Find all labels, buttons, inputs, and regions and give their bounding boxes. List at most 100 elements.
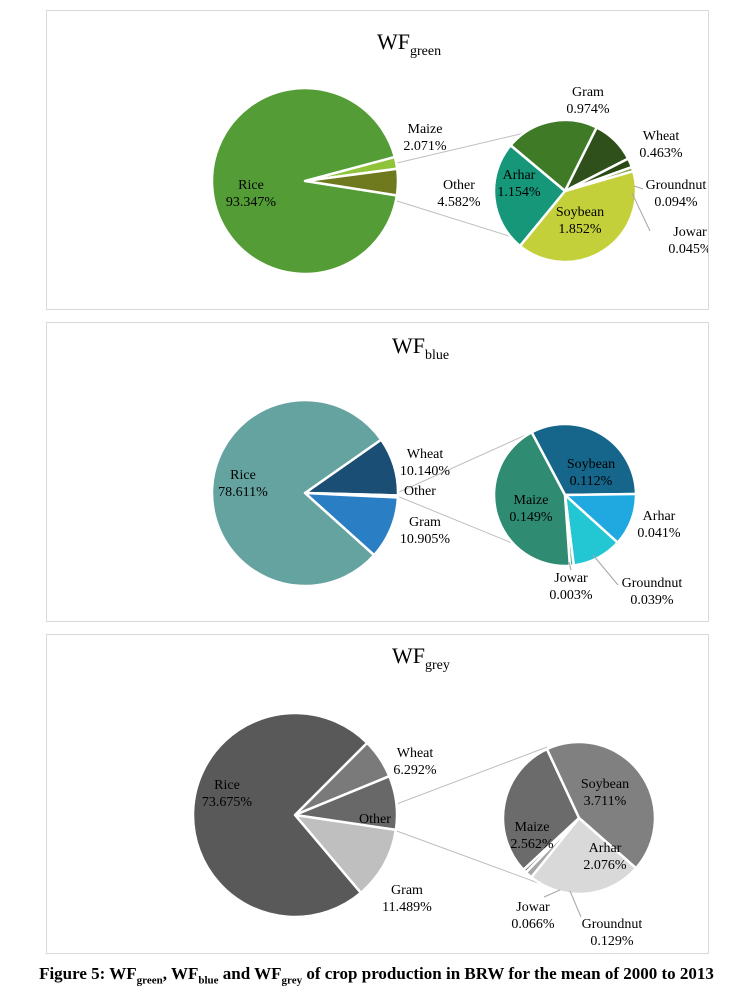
- slice-percent: 0.149%: [509, 510, 553, 525]
- secondary-label-jowar: Jowar 0.045%: [668, 225, 708, 257]
- secondary-label-soybean: Soybean 1.852%: [556, 205, 604, 237]
- slice-name: Wheat: [407, 447, 444, 462]
- leader-line-jowar: [543, 889, 561, 898]
- leader-line-jowar: [631, 192, 651, 232]
- wf-blue-pie-of-pie: WFblue Rice 78.611% Wheat 10.140% Other Gram 10…: [210, 333, 683, 608]
- slice-percent: 0.003%: [549, 588, 593, 603]
- slice-name: Maize: [408, 122, 443, 137]
- slice-name: Maize: [514, 493, 549, 508]
- slice-percent: 1.852%: [558, 222, 602, 237]
- slice-percent: 2.562%: [510, 837, 554, 852]
- secondary-slice-soybean: [530, 422, 638, 497]
- wf-blue-chart-panel: WFblue Rice 78.611% Wheat 10.140% Other Gram 10…: [46, 322, 709, 622]
- slice-percent: 0.112%: [570, 474, 613, 489]
- slice-percent: 93.347%: [226, 195, 277, 210]
- slice-percent: 0.129%: [590, 934, 634, 949]
- slice-name: Maize: [515, 820, 550, 835]
- leader-line-groundnut: [592, 554, 619, 586]
- secondary-label-arhar: Arhar 0.041%: [637, 509, 681, 541]
- caption-subscript: grey: [281, 974, 303, 987]
- secondary-label-arhar: Arhar 1.154%: [497, 168, 541, 200]
- slice-percent: 0.066%: [511, 917, 555, 932]
- slice-percent: 10.140%: [400, 464, 451, 479]
- slice-name: Gram: [572, 85, 604, 100]
- primary-label-rice: Rice 73.675%: [202, 778, 253, 810]
- slice-name: Jowar: [516, 900, 550, 915]
- chart-title-main: WF: [377, 29, 410, 54]
- secondary-label-groundnut: Groundnut 0.039%: [622, 576, 683, 608]
- primary-label-other: Other: [359, 812, 391, 827]
- slice-percent: 2.071%: [403, 139, 447, 154]
- pie-slice-rice: [191, 711, 369, 919]
- wf-green-chart-panel: WFgreen Rice 93.347% Maize 2.071% Other 4.582%…: [46, 10, 709, 310]
- primary-label-gram: Gram 10.905%: [400, 515, 451, 547]
- wf-grey-pie-of-pie: WFgrey Rice 73.675% Wheat 6.292% Other Gram 11.…: [191, 643, 657, 949]
- figure-caption: Figure 5: WFgreen, WFblue and WFgrey of …: [0, 964, 753, 986]
- slice-name: Other: [359, 812, 391, 827]
- secondary-label-maize: Maize 0.149%: [509, 493, 553, 525]
- slice-name: Arhar: [503, 168, 536, 183]
- secondary-slice-arhar: [530, 816, 638, 896]
- pie-slice-gram: [293, 813, 398, 895]
- connector-line: [393, 829, 553, 889]
- slice-name: Wheat: [397, 746, 434, 761]
- chart-title-subscript: green: [410, 44, 441, 59]
- leader-line-groundnut: [633, 185, 644, 190]
- slice-percent: 10.905%: [400, 532, 451, 547]
- connector-line: [396, 428, 540, 494]
- slice-name: Rice: [230, 468, 256, 483]
- slice-percent: 11.489%: [382, 900, 432, 915]
- caption-segment: of crop production in BRW for the mean o…: [302, 964, 714, 983]
- primary-label-other: Other: [404, 484, 436, 499]
- slice-percent: 73.675%: [202, 795, 253, 810]
- chart-title-main: WF: [392, 333, 425, 358]
- secondary-slice-soybean: [545, 740, 657, 870]
- slice-name: Soybean: [556, 205, 604, 220]
- chart-title: WFgreen: [377, 29, 441, 59]
- slice-name: Gram: [391, 883, 423, 898]
- secondary-label-soybean: Soybean 3.711%: [581, 777, 629, 809]
- secondary-label-maize: Maize 2.562%: [510, 820, 554, 852]
- slice-percent: 6.292%: [393, 763, 437, 778]
- secondary-label-wheat: Wheat 0.463%: [639, 129, 683, 161]
- wf-grey-chart-panel: WFgrey Rice 73.675% Wheat 6.292% Other Gram 11.…: [46, 634, 709, 954]
- secondary-label-arhar: Arhar 2.076%: [583, 841, 627, 873]
- figure-caption-text: Figure 5: WFgreen, WFblue and WFgrey of …: [39, 964, 714, 987]
- slice-percent: 0.045%: [668, 242, 708, 257]
- slice-name: Groundnut: [622, 576, 683, 591]
- slice-percent: 3.711%: [584, 794, 627, 809]
- slice-name: Jowar: [673, 225, 707, 240]
- connector-line: [396, 129, 538, 164]
- pie-slice-rice: [210, 86, 399, 276]
- caption-subscript: blue: [198, 974, 219, 987]
- pie-slice-rice: [210, 398, 383, 588]
- leader-line-groundnut: [569, 890, 582, 918]
- chart-title-subscript: grey: [425, 658, 450, 673]
- primary-label-rice: Rice 93.347%: [226, 178, 277, 210]
- secondary-label-jowar: Jowar 0.003%: [549, 571, 593, 603]
- primary-label-wheat: Wheat 10.140%: [400, 447, 451, 479]
- slice-name: Other: [443, 178, 475, 193]
- secondary-slice-arhar: [492, 144, 567, 248]
- secondary-slice-maize: [501, 747, 581, 872]
- slice-name: Groundnut: [582, 917, 643, 932]
- slice-name: Jowar: [554, 571, 588, 586]
- primary-label-wheat: Wheat 6.292%: [393, 746, 437, 778]
- primary-label-other: Other 4.582%: [437, 178, 481, 210]
- secondary-label-soybean: Soybean 0.112%: [567, 457, 615, 489]
- slice-name: Groundnut: [646, 178, 707, 193]
- slice-percent: 0.039%: [630, 593, 674, 608]
- slice-name: Rice: [238, 178, 264, 193]
- slice-percent: 0.463%: [639, 146, 683, 161]
- secondary-slice-gram: [509, 118, 598, 193]
- slice-percent: 2.076%: [583, 858, 627, 873]
- slice-name: Wheat: [643, 129, 680, 144]
- secondary-label-gram: Gram 0.974%: [566, 85, 610, 117]
- slice-percent: 0.094%: [654, 195, 698, 210]
- secondary-label-jowar: Jowar 0.066%: [511, 900, 555, 932]
- slice-percent: 0.974%: [566, 102, 610, 117]
- primary-label-rice: Rice 78.611%: [218, 468, 268, 500]
- slice-percent: 0.041%: [637, 526, 681, 541]
- chart-title: WFgrey: [392, 643, 450, 673]
- slice-percent: 4.582%: [437, 195, 481, 210]
